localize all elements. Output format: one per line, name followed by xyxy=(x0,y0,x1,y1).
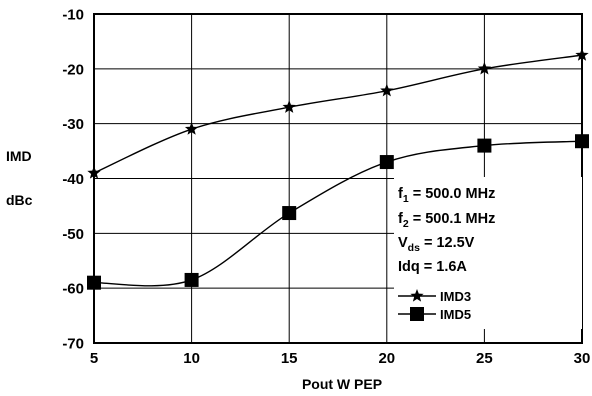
series-imd3-line xyxy=(93,54,583,174)
legend-marker-imd5 xyxy=(410,307,424,321)
legend-label-imd3: IMD3 xyxy=(440,289,471,304)
y-tick-label: -20 xyxy=(62,61,84,78)
series-imd3-point xyxy=(282,100,296,113)
series-imd5-point xyxy=(477,138,492,153)
series-imd5-point xyxy=(87,275,101,290)
legend-label-imd5: IMD5 xyxy=(440,307,471,322)
annotation-f1: f1 = 500.0 MHz xyxy=(398,186,495,205)
series-imd5-point xyxy=(575,134,589,149)
y-tick-labels: -10 -20 -30 -40 -50 -60 -70 xyxy=(62,7,84,353)
series-imd5 xyxy=(87,134,589,290)
annotation-f2: f2 = 500.1 MHz xyxy=(398,211,495,230)
x-tick-label: 10 xyxy=(183,350,200,367)
legend-item-imd3: IMD3 xyxy=(398,289,471,304)
y-axis-label-dbc: dBc xyxy=(6,192,33,208)
annotation-idq: Idq = 1.6A xyxy=(398,259,467,275)
x-axis-label: Pout W PEP xyxy=(302,376,382,392)
y-tick-label: -50 xyxy=(62,226,84,243)
x-tick-label: 15 xyxy=(281,350,298,367)
y-tick-label: -30 xyxy=(62,116,84,133)
series-imd3-point xyxy=(477,61,492,75)
annotation-box xyxy=(394,177,582,329)
x-tick-label: 5 xyxy=(90,350,98,367)
legend: IMD3 IMD5 xyxy=(398,289,471,322)
annotation-vds: Vds = 12.5V xyxy=(398,235,475,254)
series-imd3-point xyxy=(87,166,101,179)
series-imd3-point xyxy=(380,83,394,97)
x-tick-label: 20 xyxy=(378,350,395,367)
series-imd5-point xyxy=(379,155,394,170)
series-imd5-point xyxy=(282,206,297,221)
y-tick-label: -60 xyxy=(62,281,84,298)
series-imd5-point xyxy=(184,272,199,287)
y-axis-label-imd: IMD xyxy=(6,148,32,164)
x-tick-label: 30 xyxy=(574,350,591,367)
legend-marker-imd3 xyxy=(410,289,424,302)
y-tick-label: -40 xyxy=(62,171,84,188)
x-tick-label: 25 xyxy=(476,350,493,367)
x-tick-labels: 5 10 15 20 25 30 xyxy=(90,350,591,367)
y-tick-label: -10 xyxy=(62,7,84,24)
series-imd3-point xyxy=(184,122,199,135)
legend-item-imd5: IMD5 xyxy=(398,307,471,322)
y-tick-label: -70 xyxy=(62,336,84,353)
series-layer xyxy=(87,48,589,290)
series-imd3 xyxy=(87,48,589,179)
series-imd3-point xyxy=(575,48,589,61)
